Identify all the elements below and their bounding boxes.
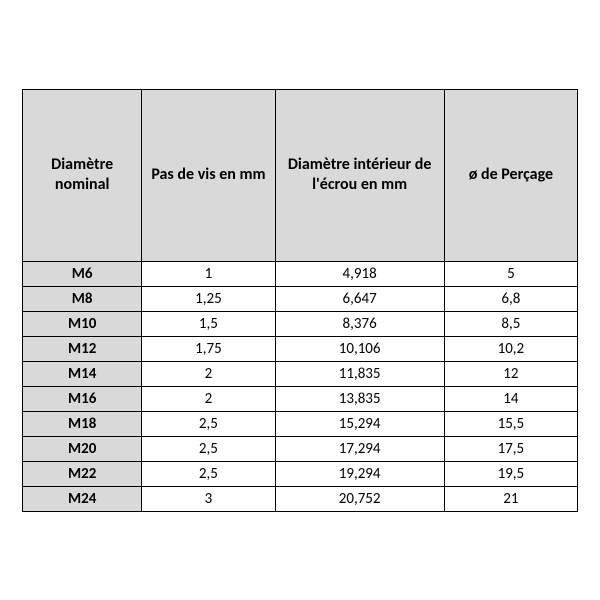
table-body: M6 1 4,918 5 M8 1,25 6,647 6,8 M10 1,5 8…: [23, 261, 578, 511]
cell-inner-dia: 11,835: [275, 361, 444, 386]
cell-pitch: 1: [142, 261, 275, 286]
cell-nominal: M14: [23, 361, 142, 386]
cell-drill: 21: [444, 486, 577, 511]
header-diametre-interieur: Diamètre intérieur de l'écrou en mm: [275, 89, 444, 261]
cell-nominal: M12: [23, 336, 142, 361]
cell-inner-dia: 13,835: [275, 386, 444, 411]
table-row: M6 1 4,918 5: [23, 261, 578, 286]
cell-nominal: M24: [23, 486, 142, 511]
table-container: Diamètre nominal Pas de vis en mm Diamèt…: [0, 69, 600, 532]
cell-pitch: 2,5: [142, 461, 275, 486]
cell-nominal: M18: [23, 411, 142, 436]
cell-drill: 17,5: [444, 436, 577, 461]
cell-nominal: M10: [23, 311, 142, 336]
cell-pitch: 3: [142, 486, 275, 511]
cell-drill: 19,5: [444, 461, 577, 486]
cell-nominal: M20: [23, 436, 142, 461]
table-row: M12 1,75 10,106 10,2: [23, 336, 578, 361]
cell-drill: 10,2: [444, 336, 577, 361]
cell-pitch: 2,5: [142, 436, 275, 461]
table-row: M16 2 13,835 14: [23, 386, 578, 411]
cell-inner-dia: 15,294: [275, 411, 444, 436]
header-diametre-nominal: Diamètre nominal: [23, 89, 142, 261]
cell-inner-dia: 20,752: [275, 486, 444, 511]
cell-nominal: M8: [23, 286, 142, 311]
cell-nominal: M16: [23, 386, 142, 411]
table-row: M14 2 11,835 12: [23, 361, 578, 386]
cell-pitch: 1,75: [142, 336, 275, 361]
thread-specs-table: Diamètre nominal Pas de vis en mm Diamèt…: [22, 89, 578, 512]
table-row: M8 1,25 6,647 6,8: [23, 286, 578, 311]
cell-pitch: 2,5: [142, 411, 275, 436]
table-row: M22 2,5 19,294 19,5: [23, 461, 578, 486]
cell-inner-dia: 8,376: [275, 311, 444, 336]
cell-drill: 12: [444, 361, 577, 386]
cell-pitch: 2: [142, 386, 275, 411]
cell-inner-dia: 10,106: [275, 336, 444, 361]
cell-inner-dia: 4,918: [275, 261, 444, 286]
header-percage: ø de Perçage: [444, 89, 577, 261]
cell-pitch: 1,25: [142, 286, 275, 311]
table-row: M20 2,5 17,294 17,5: [23, 436, 578, 461]
table-row: M10 1,5 8,376 8,5: [23, 311, 578, 336]
header-pas-de-vis: Pas de vis en mm: [142, 89, 275, 261]
cell-nominal: M22: [23, 461, 142, 486]
cell-pitch: 2: [142, 361, 275, 386]
cell-drill: 5: [444, 261, 577, 286]
cell-inner-dia: 19,294: [275, 461, 444, 486]
cell-drill: 14: [444, 386, 577, 411]
table-row: M24 3 20,752 21: [23, 486, 578, 511]
header-row: Diamètre nominal Pas de vis en mm Diamèt…: [23, 89, 578, 261]
cell-inner-dia: 6,647: [275, 286, 444, 311]
cell-drill: 8,5: [444, 311, 577, 336]
cell-pitch: 1,5: [142, 311, 275, 336]
cell-nominal: M6: [23, 261, 142, 286]
table-row: M18 2,5 15,294 15,5: [23, 411, 578, 436]
cell-drill: 6,8: [444, 286, 577, 311]
cell-drill: 15,5: [444, 411, 577, 436]
cell-inner-dia: 17,294: [275, 436, 444, 461]
